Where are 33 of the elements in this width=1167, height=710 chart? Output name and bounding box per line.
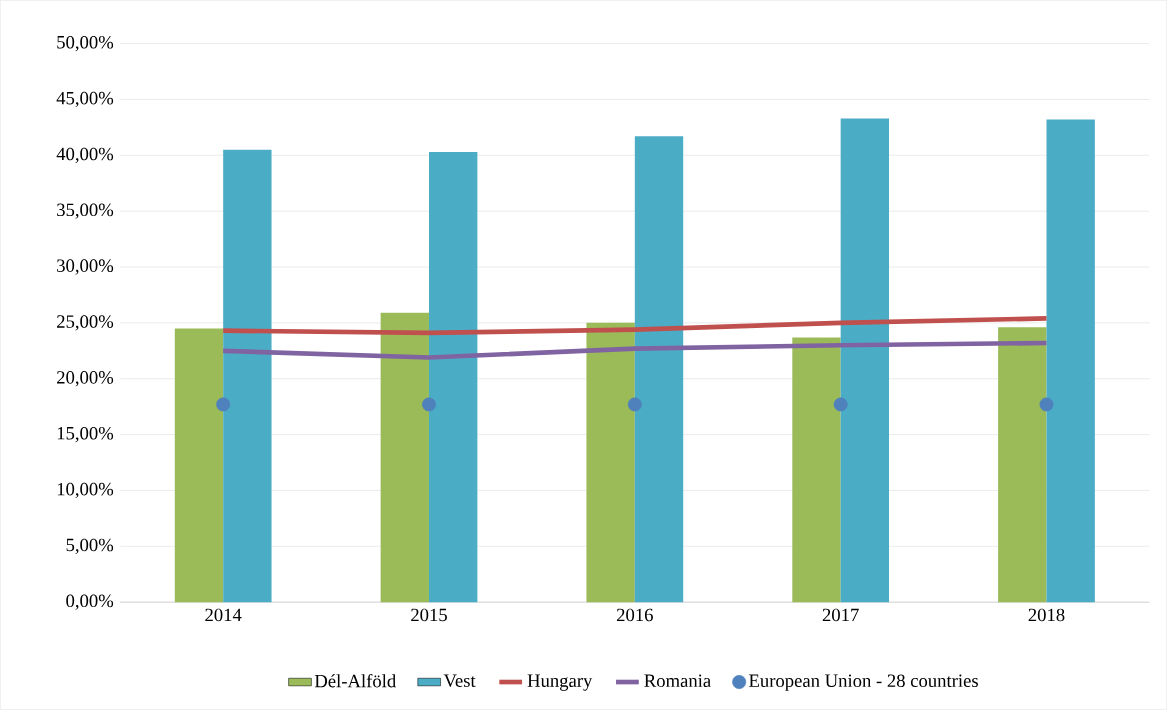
x-tick-label: 2014 (205, 608, 242, 622)
bar (840, 118, 890, 603)
y-tick-label: 30,00% (57, 259, 114, 275)
y-tick-label: 50,00% (57, 36, 114, 52)
bar (223, 149, 272, 603)
y-tick-label: 15,00% (57, 427, 114, 443)
x-tick-label: 2016 (616, 608, 653, 622)
x-tick-label: 2015 (411, 608, 447, 622)
line-series (220, 316, 1049, 336)
legend-label: Vest (443, 674, 476, 688)
line-series (220, 340, 1049, 360)
legend-label: Hungary (527, 674, 593, 691)
bar (429, 152, 478, 603)
bar (1046, 119, 1095, 603)
y-tick-label: 35,00% (57, 203, 114, 219)
y-tick-label: 20,00% (57, 371, 114, 387)
bar (174, 328, 224, 603)
y-tick-label: 45,00% (56, 91, 114, 108)
y-tick-label: 0,00% (66, 594, 114, 610)
bar (586, 323, 635, 603)
y-tick-label: 25,00% (57, 315, 114, 331)
bar (998, 327, 1047, 603)
legend-label: Dél-Alföld (314, 674, 396, 688)
legend-label: Romania (644, 674, 711, 688)
legend-label: European Union - 28 countries (749, 674, 978, 691)
y-tick-label: 40,00% (56, 147, 114, 164)
y-tick-label: 5,00% (66, 538, 114, 555)
y-tick-label: 10,00% (57, 482, 114, 499)
x-tick-label: 2017 (822, 608, 859, 622)
bar (792, 337, 841, 603)
x-tick-label: 2018 (1028, 608, 1065, 622)
bar (634, 136, 684, 603)
bar (380, 312, 429, 603)
